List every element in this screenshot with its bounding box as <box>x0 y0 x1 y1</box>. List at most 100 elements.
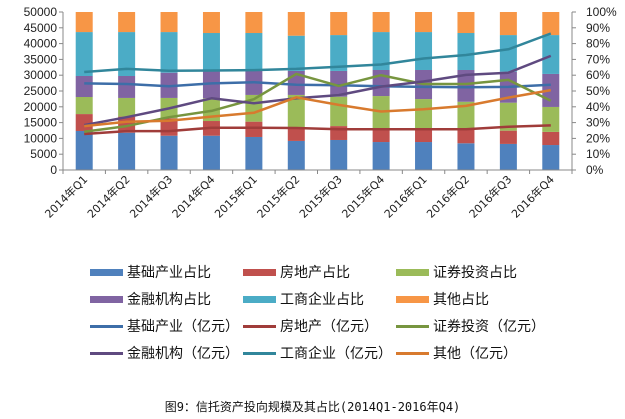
bar-segment <box>457 143 475 170</box>
legend-item: 工商企业（亿元） <box>243 343 392 363</box>
bar-segment <box>245 12 263 34</box>
legend-item: 工商企业占比 <box>243 289 364 309</box>
bar-segment <box>499 143 517 170</box>
series-line <box>83 54 552 127</box>
bar-segment <box>118 32 136 76</box>
bar-segment <box>287 12 305 36</box>
series-line <box>84 88 552 128</box>
bar-segment <box>457 101 475 130</box>
legend-swatch <box>243 295 276 303</box>
bar-segment <box>499 12 517 36</box>
right-tick-label: 70% <box>586 52 610 66</box>
x-tick-label: 2015年Q4 <box>339 172 388 221</box>
bar-segment <box>415 128 433 143</box>
lines <box>83 32 552 136</box>
legend-label: 基础产业（亿元） <box>127 319 239 335</box>
bar-segment <box>415 142 433 170</box>
right-tick-label: 60% <box>586 68 610 82</box>
bar-segment <box>542 106 560 132</box>
bar-segment <box>457 33 475 70</box>
left-tick-label: 5000 <box>30 147 57 161</box>
bar-segment <box>542 145 560 170</box>
bar-segment <box>542 131 560 146</box>
legend-label: 工商企业占比 <box>280 292 364 308</box>
bar-segment <box>372 32 390 70</box>
legend-item: 房地产（亿元） <box>243 316 378 336</box>
series-line <box>84 32 552 74</box>
legend-label: 其他（亿元） <box>433 346 517 362</box>
x-tick-label: 2014年Q2 <box>84 172 133 221</box>
legend-label: 房地产占比 <box>280 265 350 281</box>
left-tick-label: 15000 <box>24 116 58 130</box>
bar-segment <box>330 35 348 71</box>
bar-segment <box>245 33 263 71</box>
bar-segment <box>372 128 390 143</box>
bar-segment <box>372 12 390 33</box>
legend-item: 证券投资占比 <box>396 262 517 282</box>
bar-segment <box>415 12 433 33</box>
bar-segment <box>330 139 348 170</box>
legend-label: 工商企业（亿元） <box>280 346 392 362</box>
bar-segment <box>75 75 93 98</box>
left-tick-label: 0 <box>50 163 57 177</box>
bar-segment <box>372 142 390 170</box>
left-tick-label: 25000 <box>24 84 58 98</box>
legend-item: 基础产业（亿元） <box>90 316 239 336</box>
bar-segment <box>542 35 560 74</box>
legend-label: 证券投资（亿元） <box>433 319 545 335</box>
legend-line <box>90 351 123 355</box>
bar-segment <box>75 114 93 131</box>
legend-swatch <box>396 268 429 276</box>
bar-segment <box>245 121 263 137</box>
bar-segment <box>160 32 178 73</box>
x-tick-label: 2015年Q1 <box>211 172 260 221</box>
right-tick-label: 100% <box>586 5 617 19</box>
bar-segment <box>245 136 263 170</box>
left-tick-label: 45000 <box>24 21 58 35</box>
bar-segment <box>415 99 433 129</box>
legend-line <box>396 351 429 355</box>
x-tick-label: 2014年Q1 <box>42 172 91 221</box>
bar-segment <box>330 70 348 97</box>
legend-swatch <box>396 295 429 303</box>
legend-label: 房地产（亿元） <box>280 319 378 335</box>
left-tick-label: 10000 <box>24 131 58 145</box>
bar-segment <box>330 96 348 127</box>
left-tick-label: 40000 <box>24 37 58 51</box>
bars <box>75 12 560 170</box>
bar-segment <box>287 127 305 141</box>
bar-segment <box>202 135 220 170</box>
right-tick-label: 0% <box>586 163 604 177</box>
bar-segment <box>118 97 136 117</box>
legend-label: 其他占比 <box>433 292 489 308</box>
x-tick-label: 2016年Q4 <box>508 172 557 221</box>
bar-segment <box>457 129 475 144</box>
x-tick-label: 2016年Q1 <box>381 172 430 221</box>
right-tick-label: 50% <box>586 84 610 98</box>
bar-segment <box>499 35 517 72</box>
legend-item: 金融机构（亿元） <box>90 343 239 363</box>
legend-item: 证券投资（亿元） <box>396 316 545 336</box>
right-tick-label: 10% <box>586 147 610 161</box>
legend-line <box>243 351 276 355</box>
bar-segment <box>160 12 178 33</box>
bar-segment <box>118 75 136 98</box>
bar-segment <box>287 94 305 128</box>
bar-segment <box>330 12 348 36</box>
right-tick-label: 80% <box>586 37 610 51</box>
legend-swatch <box>243 268 276 276</box>
bar-segment <box>75 12 93 33</box>
chart-caption: 图9：信托资产投向规模及其占比(2014Q1-2016年Q4) <box>164 400 461 414</box>
series-line <box>84 72 552 134</box>
x-tick-label: 2014年Q3 <box>127 172 176 221</box>
x-tick-label: 2016年Q3 <box>466 172 515 221</box>
bar-segment <box>415 32 433 70</box>
legend-item: 基础产业占比 <box>90 262 211 282</box>
legend-label: 金融机构占比 <box>127 292 211 308</box>
series-line <box>84 124 551 136</box>
bar-segment <box>160 135 178 170</box>
legend-swatch <box>90 268 123 276</box>
bar-segment <box>499 102 517 131</box>
bar-segment <box>202 12 220 34</box>
